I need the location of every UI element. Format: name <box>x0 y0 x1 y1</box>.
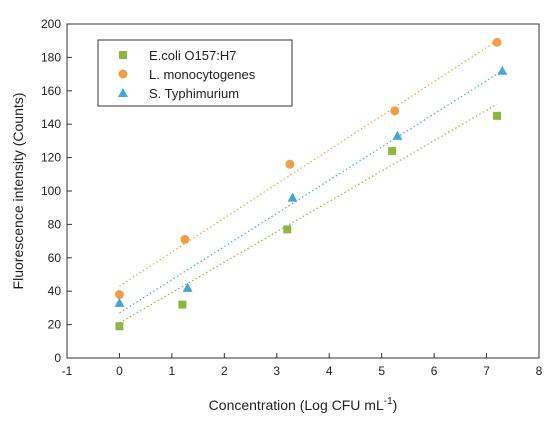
data-point-series-2 <box>392 130 403 140</box>
y-tick-label: 140 <box>41 117 61 131</box>
y-tick-label: 180 <box>41 50 61 64</box>
x-axis-title: Concentration (Log CFU mL-1) <box>209 396 398 413</box>
legend-marker-series-1 <box>118 69 128 79</box>
y-tick-label: 200 <box>41 17 61 31</box>
x-tick-label: -1 <box>62 364 73 378</box>
x-tick-label: 8 <box>536 364 543 378</box>
data-point-series-0 <box>115 322 124 331</box>
legend-label-series-1: L. monocytogenes <box>149 67 256 82</box>
data-point-series-0 <box>493 111 502 120</box>
trendline-series-0 <box>119 103 498 324</box>
data-point-series-2 <box>114 297 125 307</box>
legend: E.coli O157:H7 L. monocytogenes S. Typhimu… <box>97 39 293 107</box>
x-tick-label: 4 <box>326 364 333 378</box>
data-point-series-0 <box>178 300 187 309</box>
y-tick-label: 20 <box>48 318 62 332</box>
data-point-series-1 <box>114 290 124 300</box>
trendlines <box>119 40 503 324</box>
trendline-series-1 <box>119 40 498 287</box>
y-tick-label: 40 <box>48 284 62 298</box>
y-tick-label: 0 <box>54 351 61 365</box>
y-tick-label: 160 <box>41 84 61 98</box>
x-tick-label: 2 <box>221 364 228 378</box>
y-tick-label: 120 <box>41 151 61 165</box>
x-axis-title-superscript: -1 <box>384 396 393 407</box>
x-tick-label: 5 <box>378 364 385 378</box>
trendline-series-2 <box>119 70 503 314</box>
legend-box <box>97 39 293 107</box>
data-point-series-2 <box>497 65 508 75</box>
y-axis-title: Fluorescence intensity (Counts) <box>10 93 26 290</box>
legend-marker-series-0 <box>119 51 127 59</box>
data-markers <box>114 37 508 331</box>
data-point-series-2 <box>287 192 298 202</box>
y-tick-label: 60 <box>48 251 62 265</box>
data-point-series-1 <box>492 37 502 47</box>
y-tick-label: 100 <box>41 184 61 198</box>
data-point-series-1 <box>180 234 190 244</box>
data-point-series-0 <box>388 146 397 155</box>
x-tick-label: 6 <box>431 364 438 378</box>
data-point-series-1 <box>285 159 295 169</box>
legend-label-series-2: S. Typhimurium <box>149 86 239 101</box>
x-tick-label: 7 <box>483 364 490 378</box>
x-tick-label: 1 <box>169 364 176 378</box>
legend-marker-series-2 <box>118 88 128 97</box>
data-point-series-2 <box>182 282 193 292</box>
legend-label-series-0: E.coli O157:H7 <box>149 48 236 63</box>
x-tick-label: 0 <box>116 364 123 378</box>
x-axis: -1 0 1 2 3 4 5 6 7 8 <box>62 353 543 378</box>
x-tick-label: 3 <box>273 364 280 378</box>
y-axis: 0 20 40 60 80 100 120 140 160 180 200 <box>41 17 72 365</box>
data-point-series-1 <box>390 106 400 116</box>
y-tick-label: 80 <box>48 217 62 231</box>
data-point-series-0 <box>283 225 292 234</box>
